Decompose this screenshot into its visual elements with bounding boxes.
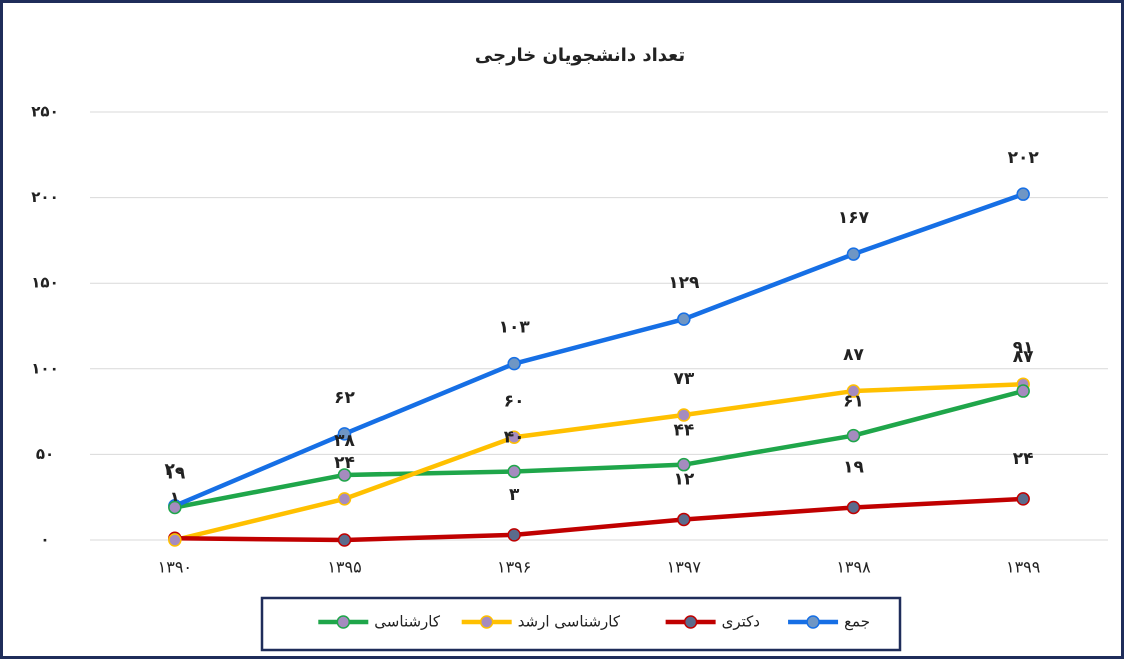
legend-label: کارشناسی bbox=[374, 613, 441, 631]
chart-title: تعداد دانشجویان خارجی bbox=[475, 45, 685, 66]
point bbox=[846, 500, 861, 515]
data-label: ۳۸ bbox=[334, 431, 355, 451]
point bbox=[846, 384, 861, 398]
data-label: ۱۲۹ bbox=[668, 273, 700, 293]
legend-label: کارشناسی ارشد bbox=[518, 613, 621, 631]
data-label: ۲۴ bbox=[1013, 449, 1034, 469]
data-label: ۶۲ bbox=[334, 388, 355, 408]
data-label: ۱۰۳ bbox=[499, 318, 531, 338]
data-label: ۶۱ bbox=[843, 392, 864, 412]
point bbox=[507, 356, 521, 371]
point bbox=[677, 312, 691, 326]
point bbox=[677, 408, 691, 422]
data-label: ۴۰ bbox=[504, 428, 525, 448]
point bbox=[677, 512, 691, 527]
point bbox=[1016, 187, 1030, 201]
point bbox=[507, 528, 521, 542]
point bbox=[846, 428, 861, 443]
legend-label: دکتری bbox=[722, 613, 760, 631]
legend-marker bbox=[806, 615, 820, 629]
series-line bbox=[174, 388, 1024, 510]
data-label: ۴۴ bbox=[673, 421, 694, 441]
point bbox=[677, 457, 691, 472]
y-tick-label: ۲۰۰ bbox=[31, 188, 58, 206]
x-tick-label: ۱۳۹۸ bbox=[836, 558, 871, 577]
point bbox=[507, 464, 521, 479]
point bbox=[168, 533, 182, 547]
x-tick-label: ۱۳۹۷ bbox=[667, 558, 702, 577]
point bbox=[337, 427, 352, 441]
y-tick-label: ۱۵۰ bbox=[31, 274, 58, 292]
data-label: ۹۱ bbox=[1013, 338, 1034, 358]
data-label: ۲۰ bbox=[164, 460, 185, 480]
data-label: ۸۷ bbox=[1013, 347, 1034, 367]
y-tick-label: ۱۰۰ bbox=[31, 359, 58, 377]
data-label: ۱۹ bbox=[164, 463, 185, 483]
y-tick-label: ۰ bbox=[40, 531, 49, 549]
data-label: ۸۷ bbox=[843, 345, 864, 365]
point bbox=[337, 533, 352, 547]
series-line bbox=[174, 496, 1024, 543]
legend-marker bbox=[683, 615, 698, 629]
point bbox=[846, 247, 861, 261]
point bbox=[337, 492, 352, 506]
data-label: ۱۲ bbox=[673, 469, 694, 489]
x-tick-label: ۱۳۹۰ bbox=[158, 558, 192, 577]
point bbox=[168, 500, 182, 515]
data-label: ۱ bbox=[170, 488, 180, 508]
legend-marker bbox=[336, 615, 351, 629]
data-label: ۳ bbox=[509, 485, 520, 505]
data-label: ۱۶۷ bbox=[838, 208, 870, 228]
legend-marker bbox=[479, 615, 494, 629]
x-tick-label: ۱۳۹۶ bbox=[497, 558, 531, 577]
x-tick-label: ۱۳۹۹ bbox=[1006, 558, 1040, 577]
point bbox=[1016, 384, 1030, 398]
point bbox=[507, 430, 521, 445]
x-tick-label: ۱۳۹۵ bbox=[327, 558, 361, 577]
point bbox=[1016, 492, 1030, 506]
point bbox=[337, 468, 352, 482]
y-tick-label: ۵۰ bbox=[36, 445, 54, 463]
data-label: ۲۰۲ bbox=[1008, 148, 1040, 168]
data-label: ۶۰ bbox=[504, 391, 525, 411]
data-label: ۱۹ bbox=[843, 457, 864, 477]
y-tick-label: ۲۵۰ bbox=[31, 103, 58, 121]
series-line bbox=[174, 381, 1024, 543]
data-label: ۲۴ bbox=[334, 453, 355, 473]
data-label: ۷۳ bbox=[673, 369, 694, 389]
series-line bbox=[173, 192, 1024, 508]
legend-label: جمع bbox=[844, 613, 870, 631]
